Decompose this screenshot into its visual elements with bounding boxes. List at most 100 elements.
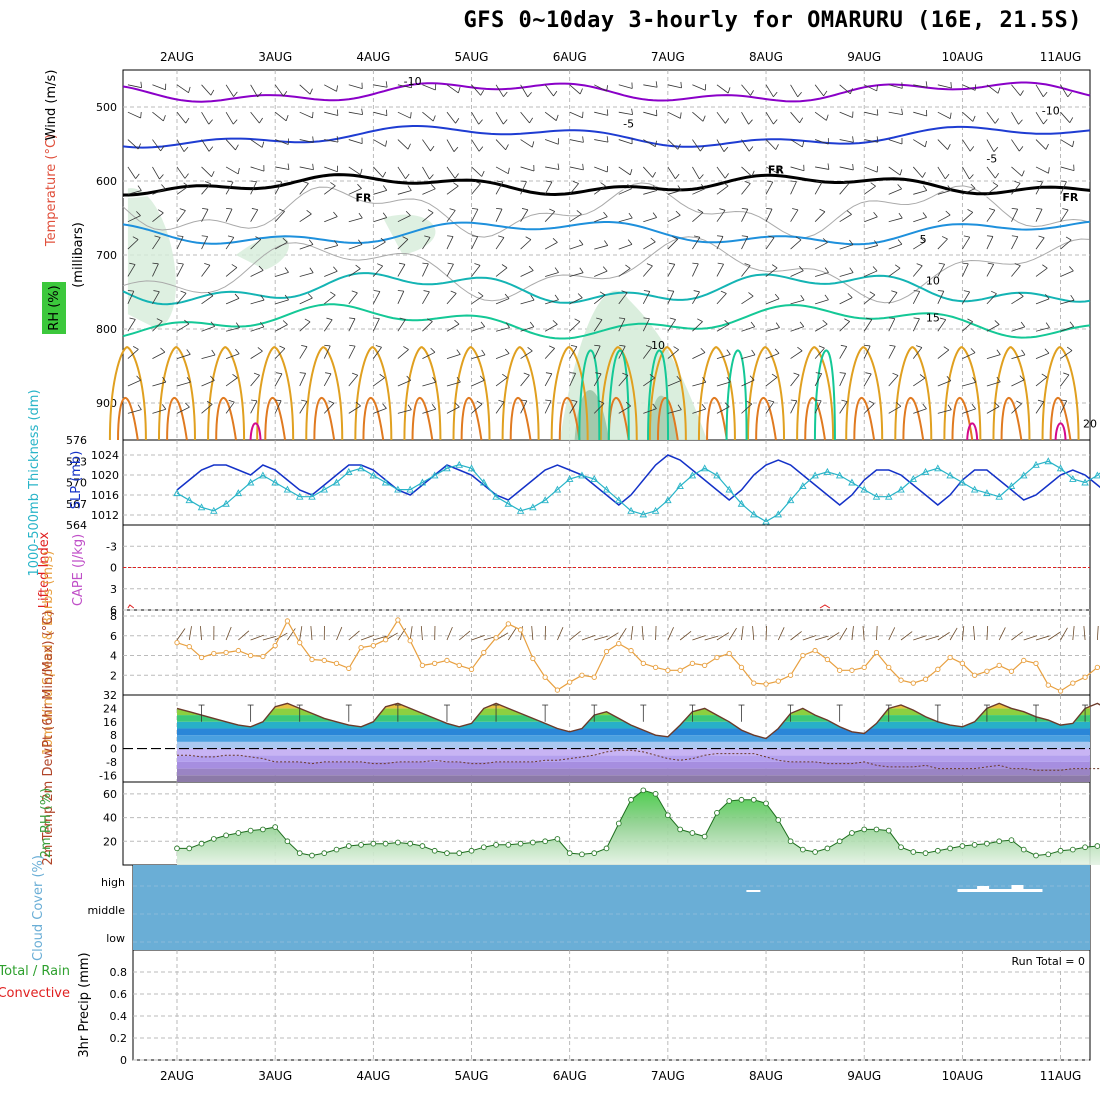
- wind-barb-flag: [822, 319, 828, 325]
- cloud-mark: [1011, 885, 1024, 890]
- wind-speed-marker: [530, 655, 536, 662]
- wind-barb-flag: [471, 235, 478, 237]
- wind-barb: [274, 324, 288, 332]
- wind-barb: [495, 327, 510, 332]
- wind-barb-flag: [1062, 208, 1069, 211]
- wind-tick: 8: [110, 610, 117, 623]
- wind-barb: [274, 400, 282, 414]
- wind-barb-flag: [430, 347, 436, 353]
- wind-barb: [618, 111, 633, 116]
- thickness-marker: [1007, 482, 1016, 489]
- rh-marker: [530, 839, 536, 846]
- wind-barb: [495, 84, 504, 97]
- wind-barb: [692, 84, 706, 91]
- wind-barb: [471, 295, 484, 305]
- wind-barb: [863, 403, 875, 414]
- wind-barb-flag: [849, 267, 854, 273]
- wind-barb: [274, 211, 285, 222]
- wind-barb: [471, 265, 481, 277]
- surface-wind-barb: [262, 635, 277, 641]
- wind-barb-flag: [505, 322, 510, 328]
- wind-barb: [741, 166, 753, 177]
- surface-wind-barb: [790, 631, 802, 641]
- wind-barb-flag: [766, 207, 773, 210]
- wind-barb-flag: [629, 168, 633, 175]
- wind-barb: [176, 381, 191, 387]
- wind-barb-flag: [798, 266, 804, 271]
- wind-barb-flag: [919, 374, 926, 379]
- rh-marker: [235, 830, 242, 836]
- li-tick: 3: [110, 583, 117, 596]
- wind-barb: [863, 373, 872, 387]
- wind-barb: [790, 166, 805, 172]
- wind-barb-flag: [259, 321, 265, 328]
- wind-barb: [937, 409, 952, 414]
- wind-barb-flag: [161, 184, 166, 190]
- wind-barb-flag: [275, 399, 282, 402]
- surface-wind-barb: [507, 628, 517, 641]
- wind-barb: [692, 139, 701, 152]
- wind-barb: [716, 236, 724, 250]
- wind-barb-flag: [237, 167, 240, 175]
- wind-barb: [839, 401, 848, 414]
- wind-barb: [814, 211, 826, 222]
- wind-speed-marker: [812, 647, 818, 654]
- wind-barb-flag: [505, 144, 509, 150]
- li-axis-label: Lifted Index: [37, 531, 52, 608]
- wind-barb: [594, 245, 608, 250]
- wind-barb-flag: [136, 211, 141, 216]
- wind-barb-flag: [496, 180, 503, 183]
- rh-marker: [493, 841, 499, 848]
- surface-wind-barb: [531, 626, 534, 641]
- temp-contour-25: [509, 397, 532, 441]
- wind-barb: [864, 84, 877, 92]
- surface-wind-barb: [741, 626, 744, 641]
- wind-barb-flag: [800, 294, 805, 301]
- rh-marker: [186, 845, 193, 852]
- temp-contour-10: [122, 272, 1091, 306]
- wind-barb-flag: [741, 207, 748, 210]
- rh-tick: 60: [103, 788, 117, 801]
- wind-barb-flag: [1067, 91, 1072, 98]
- wind-barb-flag: [127, 290, 134, 292]
- wind-barb: [618, 405, 631, 414]
- wind-barb: [372, 318, 380, 332]
- rh-marker: [370, 840, 377, 847]
- wind-barb-flag: [774, 348, 780, 354]
- wind-barb: [692, 408, 706, 414]
- thickness-marker: [295, 492, 304, 500]
- wind-barb-flag: [655, 140, 657, 147]
- wind-barb: [937, 139, 948, 150]
- wind-barb-flag: [824, 294, 829, 300]
- wind-barb-flag: [716, 235, 724, 237]
- wind-barb-flag: [874, 240, 879, 246]
- wind-barb: [1035, 327, 1050, 332]
- wind-barb: [913, 241, 926, 250]
- surface-wind-barb: [409, 626, 413, 641]
- thickness-marker: [860, 485, 868, 493]
- wind-barb-flag: [819, 208, 826, 213]
- wind-speed-marker: [603, 648, 610, 655]
- wind-barb-flag: [137, 143, 142, 150]
- wind-barb: [373, 190, 387, 195]
- rh-marker: [223, 832, 229, 839]
- wind-speed-marker: [971, 672, 978, 678]
- wind-barb-flag: [652, 403, 657, 409]
- wind-barb: [863, 185, 876, 195]
- wind-barb: [250, 350, 263, 359]
- wind-barb: [544, 181, 553, 195]
- thickness-marker: [1069, 475, 1077, 482]
- wind-barb-flag: [852, 136, 854, 143]
- wind-barb-flag: [531, 141, 535, 148]
- wind-barb: [594, 166, 608, 173]
- wind-barb-flag: [873, 211, 878, 218]
- wind-barb-flag: [922, 403, 927, 409]
- thickness-marker: [480, 478, 488, 486]
- wind-barb: [127, 264, 136, 277]
- thickness-marker: [1044, 457, 1053, 465]
- wind-barb: [790, 139, 803, 148]
- temp-contour-20: [943, 346, 982, 441]
- wind-barb: [422, 321, 433, 332]
- wind-barb: [667, 380, 681, 387]
- wind-barb: [765, 267, 778, 277]
